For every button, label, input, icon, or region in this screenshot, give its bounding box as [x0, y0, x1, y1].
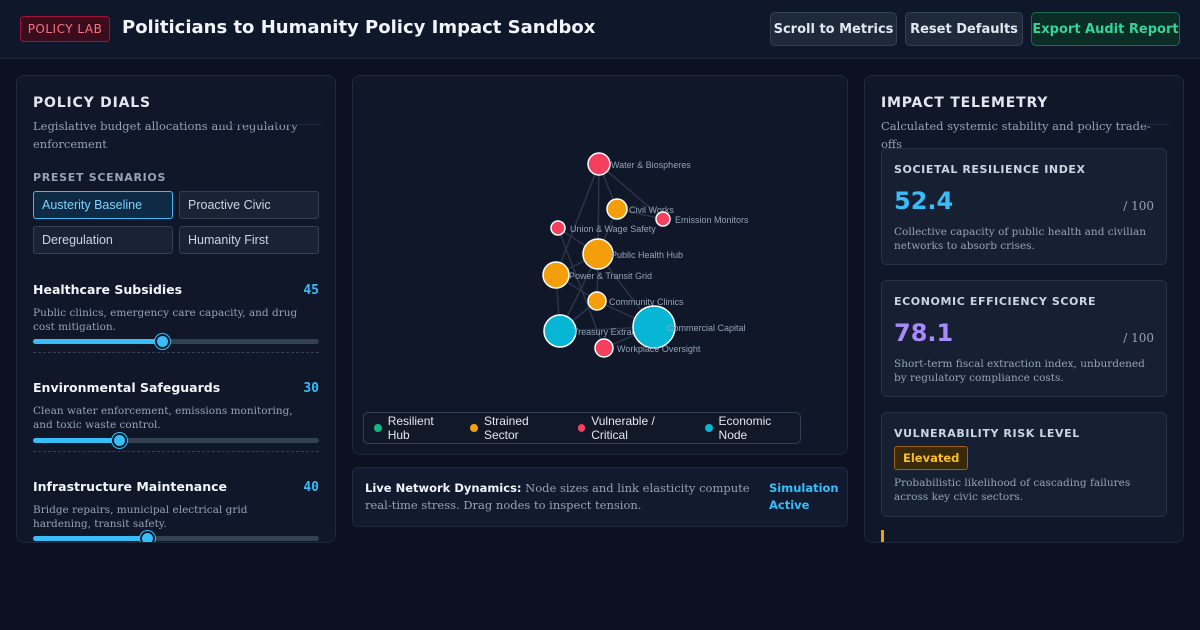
app-title: Politicians to Humanity Policy Impact Sa…	[122, 17, 596, 38]
preset-scenarios-label: PRESET SCENARIOS	[33, 171, 167, 184]
divider	[217, 124, 321, 125]
slider-fill	[33, 438, 119, 443]
scroll-to-metrics-button[interactable]: Scroll to Metrics	[770, 12, 897, 46]
preset-humanity-first[interactable]: Humanity First	[179, 226, 319, 254]
slider-fill	[33, 536, 148, 541]
slider-thumb[interactable]	[154, 334, 170, 349]
card-title: ECONOMIC EFFICIENCY SCORE	[894, 295, 1097, 308]
graph-node-label: Power & Transit Grid	[569, 271, 652, 281]
slider-thumb[interactable]	[111, 433, 127, 448]
status-title: Live Network Dynamics:	[365, 481, 522, 495]
panel-subtitle: Calculated systemic stability and policy…	[881, 119, 1151, 151]
card-title: SOCIETAL RESILIENCE INDEX	[894, 163, 1086, 176]
graph-node-label: Public Health Hub	[611, 250, 683, 260]
panel-title: POLICY DIALS	[33, 95, 151, 111]
dial-title-healthcare: Healthcare Subsidies	[33, 282, 183, 297]
policy-lab-badge: POLICY LAB	[20, 16, 110, 42]
legend-item-strained: Strained Sector	[470, 414, 563, 442]
divider	[1143, 124, 1169, 125]
graph-node-label: Water & Biospheres	[611, 160, 691, 170]
panel-subtitle: Legislative budget allocations and regul…	[33, 119, 298, 151]
dial-title-environmental: Environmental Safeguards	[33, 380, 221, 395]
panel-title: IMPACT TELEMETRY	[881, 95, 1049, 111]
graph-node-label: Civil Works	[629, 205, 674, 215]
legend-label: Vulnerable / Critical	[591, 414, 655, 442]
dial-value-environmental: 30	[303, 381, 319, 396]
risk-level-badge: Elevated	[894, 446, 969, 470]
graph-node-label: Emission Monitors	[675, 215, 749, 225]
preset-deregulation[interactable]: Deregulation	[33, 226, 173, 254]
dial-desc-healthcare: Public clinics, emergency care capacity,…	[33, 307, 298, 333]
card-description: Collective capacity of public health and…	[894, 226, 1147, 252]
simulation-status-badge: Simulation Active	[769, 481, 839, 512]
policy-dials-panel: POLICY DIALS Legislative budget allocati…	[16, 75, 336, 543]
top-bar: POLICY LAB Politicians to Humanity Polic…	[0, 0, 1200, 59]
resilience-card: SOCIETAL RESILIENCE INDEX 52.4 / 100 Col…	[881, 148, 1167, 265]
impact-telemetry-panel: IMPACT TELEMETRY Calculated systemic sta…	[864, 75, 1184, 543]
graph-node[interactable]	[542, 261, 570, 289]
reset-defaults-button[interactable]: Reset Defaults	[905, 12, 1023, 46]
dial-desc-infrastructure: Bridge repairs, municipal electrical gri…	[33, 504, 248, 530]
slider-thumb[interactable]	[140, 531, 156, 542]
graph-node[interactable]	[606, 198, 628, 220]
card-max: / 100	[1123, 331, 1154, 345]
preset-proactive-civic[interactable]: Proactive Civic	[179, 191, 319, 219]
legend-label: Strained Sector	[483, 414, 529, 442]
graph-node[interactable]	[594, 338, 614, 358]
card-max: / 100	[1123, 199, 1154, 213]
graph-node[interactable]	[587, 291, 607, 311]
legend-label: Resilient Hub	[387, 414, 434, 442]
status-description: Node sizes and link elasticity compute r…	[365, 481, 750, 512]
legend-dot-icon	[374, 424, 382, 432]
graph-node[interactable]	[655, 211, 671, 227]
graph-node-label: Commercial Capital	[667, 323, 746, 333]
legend-item-resilient: Resilient Hub	[374, 414, 456, 442]
graph-node[interactable]	[543, 314, 577, 348]
divider	[33, 352, 319, 353]
environmental-slider[interactable]	[33, 433, 319, 448]
preset-austerity-baseline[interactable]: Austerity Baseline	[33, 191, 173, 219]
risk-card: VULNERABILITY RISK LEVEL Elevated Probab…	[881, 412, 1167, 517]
graph-node-label: Treasury Extraction	[573, 327, 651, 337]
legend-dot-icon	[704, 424, 713, 432]
healthcare-slider[interactable]	[33, 334, 319, 349]
efficiency-value: 78.1	[894, 319, 954, 347]
graph-node-label: Community Clinics	[609, 297, 684, 307]
graph-legend: Resilient Hub Strained Sector Vulnerable…	[363, 412, 801, 444]
graph-node[interactable]	[550, 220, 566, 236]
infrastructure-slider[interactable]	[33, 531, 319, 542]
network-status-panel: Live Network Dynamics: Node sizes and li…	[352, 467, 848, 527]
graph-node[interactable]	[587, 152, 611, 176]
legend-label: Economic Node	[718, 414, 772, 442]
slider-fill	[33, 339, 162, 344]
card-title: VULNERABILITY RISK LEVEL	[894, 427, 1080, 440]
dial-desc-environmental: Clean water enforcement, emissions monit…	[33, 405, 293, 431]
dial-title-infrastructure: Infrastructure Maintenance	[33, 479, 227, 494]
accent-bar	[881, 530, 884, 542]
legend-dot-icon	[470, 424, 478, 432]
graph-node[interactable]	[632, 305, 676, 349]
legend-item-critical: Vulnerable / Critical	[577, 414, 691, 442]
efficiency-card: ECONOMIC EFFICIENCY SCORE 78.1 / 100 Sho…	[881, 280, 1167, 397]
graph-node[interactable]	[582, 238, 614, 270]
resilience-value: 52.4	[894, 187, 954, 215]
dial-value-healthcare: 45	[303, 283, 319, 298]
divider	[33, 451, 319, 452]
dial-value-infrastructure: 40	[303, 480, 319, 495]
graph-node-label: Union & Wage Safety	[570, 224, 656, 234]
graph-node-label: Workplace Oversight	[617, 344, 701, 354]
card-description: Probabilistic likelihood of cascading fa…	[894, 477, 1131, 503]
legend-item-economic: Economic Node	[704, 414, 800, 442]
export-audit-report-button[interactable]: Export Audit Report	[1031, 12, 1180, 46]
status-text: Live Network Dynamics: Node sizes and li…	[365, 480, 765, 514]
legend-dot-icon	[577, 424, 586, 432]
card-description: Short-term fiscal extraction index, unbu…	[894, 358, 1145, 384]
network-graph-panel: Water & Biospheres Civil Works Emission Mo…	[352, 75, 848, 455]
